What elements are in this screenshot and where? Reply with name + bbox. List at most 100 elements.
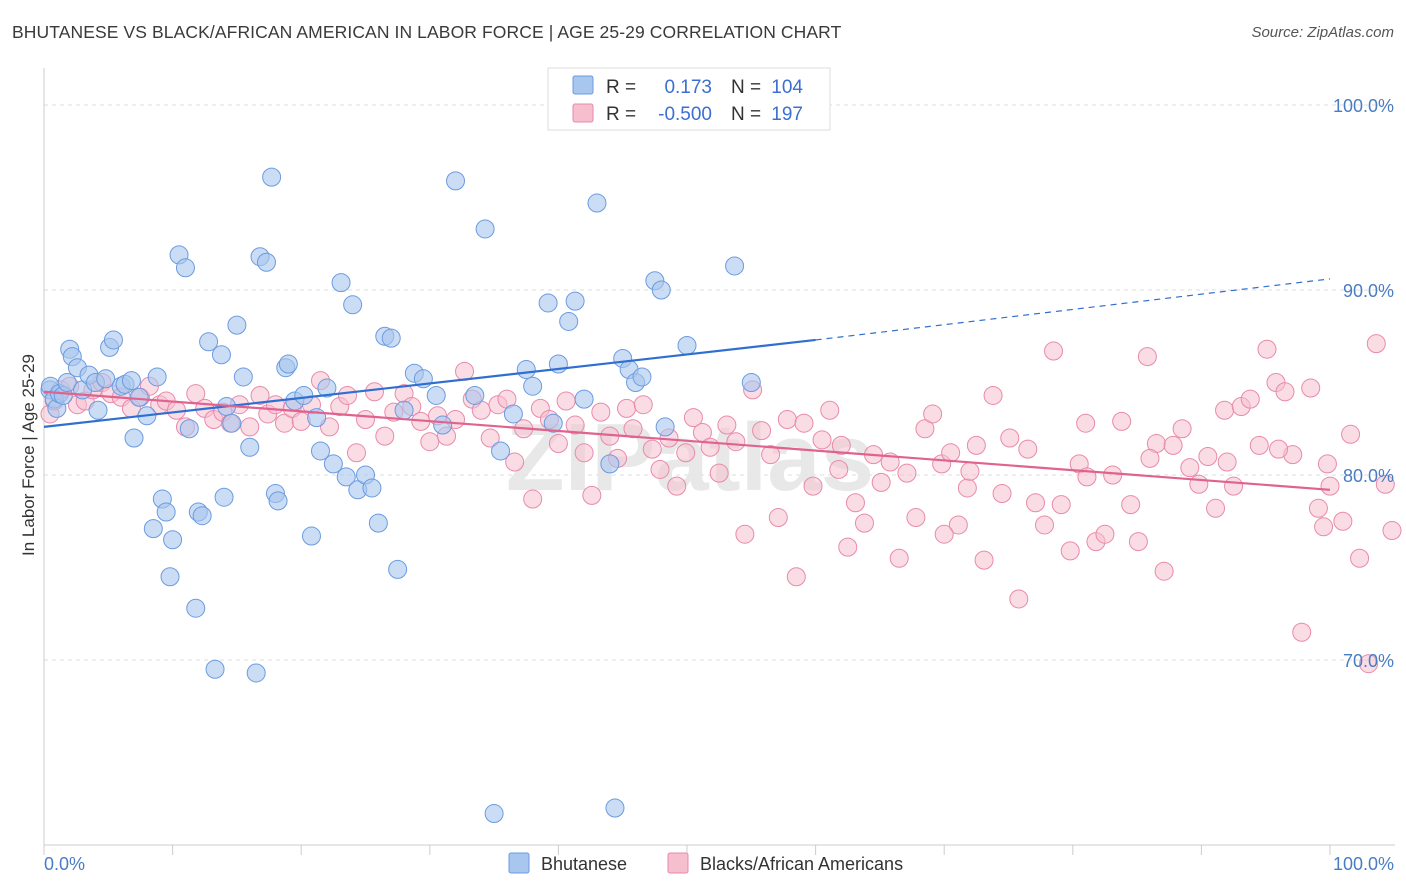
point-blacks-african-americans: [1060, 541, 1080, 561]
point-bhutanese: [523, 376, 543, 396]
point-blacks-african-americans: [761, 445, 781, 465]
point-blacks-african-americans: [974, 550, 994, 570]
point-bhutanese: [651, 280, 671, 300]
point-bhutanese: [538, 293, 558, 313]
point-bhutanese: [565, 291, 585, 311]
point-bhutanese: [124, 428, 144, 448]
point-blacks-african-americans: [786, 567, 806, 587]
legend-box: R = 0.173 N = 104 R = -0.500 N = 197: [547, 67, 831, 131]
y-tick-label: 90.0%: [1343, 281, 1394, 301]
point-bhutanese: [465, 385, 485, 405]
point-bhutanese: [426, 385, 446, 405]
series-bhutanese-points: [40, 95, 826, 824]
point-blacks-african-americans: [1375, 474, 1395, 494]
point-bhutanese: [143, 519, 163, 539]
point-bhutanese: [121, 371, 141, 391]
legend-swatch-blacks: [572, 103, 594, 123]
point-bhutanese: [256, 252, 276, 272]
point-bhutanese: [368, 513, 388, 533]
point-blacks-african-americans: [1341, 424, 1361, 444]
point-blacks-african-americans: [1308, 498, 1328, 518]
point-bhutanese: [222, 413, 242, 433]
point-bhutanese: [725, 256, 745, 276]
x-tick-labels: 0.0% 100.0%: [44, 854, 1394, 874]
point-bhutanese: [246, 663, 266, 683]
point-bhutanese: [677, 336, 697, 355]
point-bhutanese: [484, 804, 504, 824]
point-blacks-african-americans: [356, 410, 375, 429]
point-blacks-african-americans: [623, 419, 643, 439]
point-bhutanese: [211, 345, 231, 365]
point-blacks-african-americans: [897, 463, 917, 483]
y-tick-label: 80.0%: [1343, 466, 1394, 486]
point-blacks-african-americans: [1224, 476, 1244, 496]
point-blacks-african-americans: [934, 524, 954, 544]
point-blacks-african-americans: [565, 415, 585, 435]
point-blacks-african-americans: [240, 417, 260, 437]
point-blacks-african-americans: [915, 419, 935, 439]
point-blacks-african-americans: [1198, 447, 1218, 466]
point-blacks-african-americans: [633, 395, 653, 415]
point-bhutanese: [503, 404, 523, 424]
point-bhutanese: [186, 598, 206, 618]
legend-r-value-1: 0.173: [664, 77, 712, 98]
point-blacks-african-americans: [1317, 454, 1337, 474]
point-blacks-african-americans: [1257, 339, 1277, 359]
point-blacks-african-americans: [1189, 474, 1209, 494]
point-blacks-african-americans: [889, 548, 909, 568]
point-blacks-african-americans: [556, 391, 576, 411]
legend-r-value-2: -0.500: [658, 104, 712, 125]
point-blacks-african-americans: [735, 524, 755, 544]
point-blacks-african-americans: [1076, 413, 1096, 433]
point-bhutanese: [388, 559, 408, 579]
point-blacks-african-americans: [1128, 532, 1148, 552]
point-bhutanese: [587, 193, 607, 213]
point-bhutanese: [605, 798, 625, 818]
point-blacks-african-americans: [1044, 341, 1064, 361]
point-blacks-african-americans: [1269, 439, 1289, 459]
point-bhutanese: [741, 373, 761, 392]
point-bhutanese: [103, 330, 123, 350]
point-bhutanese: [88, 400, 108, 420]
legend-swatch-bhutanese: [572, 75, 594, 95]
trend-line-blacks-african-americans: [43, 390, 1331, 491]
point-blacks-african-americans: [505, 452, 525, 472]
point-blacks-african-americans: [709, 463, 729, 483]
point-bhutanese: [632, 367, 652, 387]
point-blacks-african-americans: [960, 461, 980, 481]
point-bhutanese: [317, 378, 337, 398]
point-blacks-african-americans: [752, 421, 772, 441]
point-blacks-african-americans: [676, 443, 696, 463]
point-bhutanese: [147, 367, 167, 387]
point-blacks-african-americans: [1121, 495, 1141, 515]
legend-n-value-2: 197: [771, 104, 803, 125]
legend-n-value-1: 104: [771, 77, 803, 98]
point-bhutanese: [381, 328, 401, 348]
point-blacks-african-americans: [582, 485, 602, 505]
point-blacks-african-americans: [375, 426, 395, 446]
point-bhutanese: [574, 389, 594, 409]
y-tick-labels: 70.0% 80.0% 90.0% 100.0%: [1333, 96, 1394, 671]
point-blacks-african-americans: [650, 459, 670, 479]
point-blacks-african-americans: [1275, 382, 1295, 402]
point-bhutanese: [559, 311, 579, 331]
trend-line-bhutanese-extension: [815, 278, 1331, 341]
point-blacks-african-americans: [1172, 419, 1192, 439]
legend-n-label-2: N =: [731, 104, 761, 125]
y-axis-title: In Labor Force | Age 25-29: [19, 354, 38, 556]
axes: [43, 68, 1395, 855]
point-bhutanese: [268, 491, 288, 511]
bottom-legend-swatch-bhutanese: [508, 852, 530, 874]
point-blacks-african-americans: [1249, 435, 1269, 455]
point-blacks-african-americans: [591, 402, 611, 422]
legend-n-label-1: N =: [731, 77, 761, 98]
point-blacks-african-americans: [1382, 521, 1402, 540]
point-bhutanese: [543, 413, 563, 433]
point-blacks-african-americans: [983, 385, 1003, 405]
point-blacks-african-americans: [854, 513, 874, 533]
point-blacks-african-americans: [574, 443, 594, 463]
point-bhutanese: [57, 373, 77, 392]
point-bhutanese: [343, 295, 363, 315]
point-blacks-african-americans: [1333, 511, 1353, 531]
trend-line-bhutanese: [43, 338, 816, 428]
